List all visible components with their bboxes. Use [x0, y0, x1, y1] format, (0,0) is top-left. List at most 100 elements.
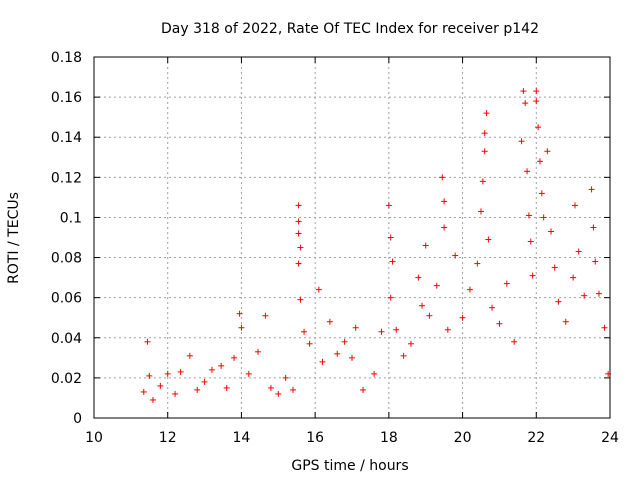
data-point: [444, 326, 451, 333]
data-point: [177, 368, 184, 375]
data-point: [571, 202, 578, 209]
plot-border: [93, 56, 611, 419]
data-point: [360, 386, 367, 393]
data-point: [533, 88, 540, 95]
data-point: [511, 338, 518, 345]
data-point: [562, 318, 569, 325]
data-point: [479, 178, 486, 185]
y-tick-label: 0.14: [51, 130, 82, 146]
data-point: [496, 320, 503, 327]
x-tick-label: 10: [85, 430, 103, 446]
data-point: [489, 304, 496, 311]
data-point: [529, 272, 536, 279]
data-point: [218, 362, 225, 369]
data-point: [245, 370, 252, 377]
data-point: [231, 354, 238, 361]
y-tick-label: 0.18: [51, 50, 82, 66]
chart-title: Day 318 of 2022, Rate Of TEC Index for r…: [161, 21, 539, 37]
x-tick-label: 16: [306, 430, 324, 446]
data-point: [419, 302, 426, 309]
data-point: [533, 98, 540, 105]
data-point: [544, 148, 551, 155]
data-point: [301, 328, 308, 335]
data-point: [540, 214, 547, 221]
data-point: [527, 238, 534, 245]
x-tick-label: 24: [601, 430, 619, 446]
data-point: [481, 148, 488, 155]
plot-frame: [93, 56, 611, 419]
y-tick-label: 0.12: [51, 170, 82, 186]
data-point: [481, 130, 488, 137]
data-point: [297, 296, 304, 303]
data-point: [315, 286, 322, 293]
data-point: [503, 280, 510, 287]
data-point: [441, 198, 448, 205]
x-tick-label: 12: [159, 430, 177, 446]
data-point: [295, 230, 302, 237]
data-point: [295, 260, 302, 267]
x-tick-label: 18: [380, 430, 398, 446]
data-point: [349, 354, 355, 361]
data-point: [238, 324, 245, 331]
data-point: [525, 212, 532, 219]
data-point: [297, 244, 304, 251]
y-tick-label: 0.06: [51, 291, 82, 307]
y-tick-label: 0.02: [51, 371, 82, 387]
data-point: [275, 390, 282, 397]
y-tick-label: 0.04: [51, 331, 82, 347]
data-point: [146, 372, 153, 379]
data-point: [393, 326, 400, 333]
data-point: [522, 100, 529, 107]
data-point: [459, 314, 466, 321]
data-point: [149, 396, 156, 403]
x-tick-label: 22: [527, 430, 545, 446]
data-point: [426, 312, 433, 319]
data-point: [172, 390, 179, 397]
data-point: [422, 242, 429, 249]
data-point: [588, 186, 595, 193]
data-point: [282, 374, 289, 381]
data-point: [570, 274, 577, 281]
data-point: [483, 110, 490, 117]
data-point: [581, 292, 588, 299]
data-point: [555, 298, 562, 305]
grid-lines: [94, 57, 610, 418]
data-point: [144, 338, 151, 345]
data-point: [407, 340, 414, 347]
data-point: [389, 258, 396, 265]
y-tick-label: 0.1: [60, 210, 82, 226]
x-tick-label: 14: [233, 430, 251, 446]
data-point: [140, 388, 147, 395]
data-point: [524, 168, 531, 175]
data-points: [140, 88, 612, 403]
data-point: [478, 208, 484, 215]
data-point: [255, 348, 262, 355]
x-axis-label: GPS time / hours: [291, 458, 408, 474]
data-point: [295, 218, 302, 225]
data-point: [575, 248, 582, 255]
data-point: [485, 236, 492, 243]
data-point: [186, 352, 193, 359]
data-point: [267, 384, 274, 391]
data-point: [466, 286, 473, 293]
data-point: [433, 282, 440, 289]
y-axis-label: ROTI / TECUs: [6, 192, 22, 284]
data-point: [157, 382, 164, 389]
data-point: [452, 252, 459, 259]
data-point: [387, 234, 394, 241]
data-point: [352, 324, 359, 331]
data-point: [326, 318, 333, 325]
data-point: [518, 138, 525, 145]
data-point: [306, 340, 313, 347]
data-point: [551, 264, 558, 271]
data-point: [201, 378, 208, 385]
data-point: [590, 224, 597, 231]
data-point: [236, 310, 243, 317]
data-point: [319, 358, 326, 365]
data-point: [208, 366, 215, 373]
data-point: [520, 88, 527, 95]
data-point: [400, 352, 407, 359]
data-point: [341, 338, 348, 345]
